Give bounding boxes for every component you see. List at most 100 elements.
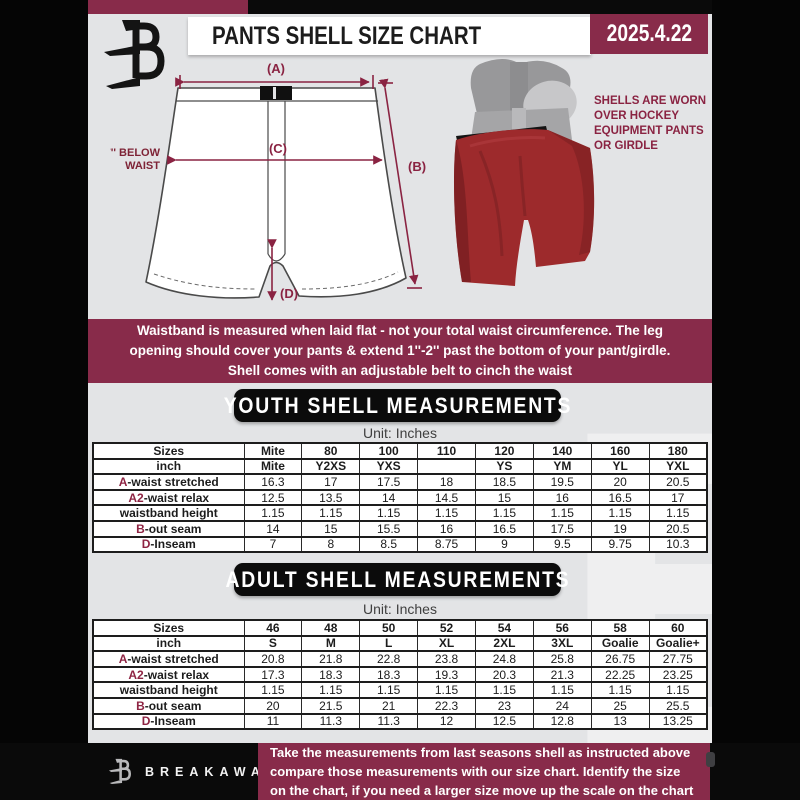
row-label-accent: A2 <box>128 490 144 505</box>
label-D: (D) <box>280 286 298 301</box>
table-cell: M <box>301 634 360 652</box>
text-line: SHELLS ARE WORN <box>594 95 707 107</box>
table-header-cell: 180 <box>648 442 707 459</box>
row-label: A-waist stretched <box>93 650 244 667</box>
table-header-cell: 50 <box>359 619 418 636</box>
table-cell: 23.8 <box>417 650 476 667</box>
table-cell: 13.5 <box>301 488 360 506</box>
table-cell: 1.15 <box>417 681 476 698</box>
table-cell: 17 <box>648 488 707 506</box>
table-header-cell: 48 <box>301 619 360 636</box>
table-header-cell: 140 <box>532 442 592 459</box>
table-cell: 16.5 <box>590 488 650 506</box>
table-cell: 23 <box>475 696 534 714</box>
table-cell: 1.15 <box>301 681 360 698</box>
table-header-cell: 46 <box>243 619 302 636</box>
table-cell: 1.15 <box>301 504 360 521</box>
table-header-cell: Sizes <box>93 619 244 636</box>
table-cell: 20.5 <box>648 473 707 490</box>
table-cell: 1.15 <box>359 681 418 698</box>
table-cell: YS <box>475 457 534 475</box>
table-cell: 18.5 <box>475 473 534 490</box>
table-cell: 9 <box>475 535 534 553</box>
row-label-accent: A <box>118 474 128 489</box>
table-row: A-waist stretched 20.8 21.8 22.8 23.8 24.8 25.… <box>93 650 707 667</box>
table-cell: 27.75 <box>648 650 707 667</box>
table-cell: 8.5 <box>359 535 418 553</box>
table-cell: 10.3 <box>648 535 707 553</box>
youth-size-table: Sizes Mite 80 100 110 120 140 160 180 inch Mite Y2X… <box>92 442 708 554</box>
label-C: (C) <box>269 141 287 156</box>
table-cell: YXL <box>648 457 707 475</box>
table-cell: 14 <box>359 488 418 506</box>
date-text: 2025.4.22 <box>606 20 692 47</box>
adult-section-banner: ADULT SHELL MEASUREMENTS <box>225 563 568 596</box>
table-header-cell: 120 <box>475 442 534 459</box>
table-cell: YM <box>532 457 592 475</box>
row-label-accent: B <box>136 521 145 536</box>
table-cell: 11.3 <box>359 712 418 730</box>
table-cell: 17.5 <box>359 473 418 490</box>
row-label: B-out seam <box>93 519 244 537</box>
table-header-cell: Sizes <box>93 442 244 459</box>
table-cell: 21.5 <box>301 696 360 714</box>
text-line: opening should cover your pants & extend… <box>129 343 671 358</box>
table-row: inch S M L XL 2XL 3XL Goalie Goalie+ <box>93 634 707 652</box>
table-cell: 18 <box>417 473 476 490</box>
row-label-accent: D <box>141 537 151 552</box>
youth-section-title: YOUTH SHELL MEASUREMENTS <box>223 392 572 418</box>
table-cell: 14.5 <box>417 488 476 506</box>
table-row: A2-waist relax 12.5 13.5 14 14.5 15 16 16.5 17 <box>93 488 707 506</box>
row-label: A2-waist relax <box>93 665 244 683</box>
page-title: PANTS SHELL SIZE CHART <box>212 21 482 50</box>
table-cell: L <box>359 634 418 652</box>
table-cell: 16 <box>417 519 476 537</box>
table-cell: 25.5 <box>648 696 707 714</box>
table-cell: 12.5 <box>243 488 302 506</box>
table-row: D-Inseam 7 8 8.5 8.75 9 9.5 9.75 10.3 <box>93 535 707 553</box>
table-cell: Mite <box>243 457 302 475</box>
table-header-row: Sizes 46 48 50 52 54 56 58 60 <box>93 619 707 636</box>
table-cell: 17.3 <box>243 665 302 683</box>
table-cell: 19.5 <box>532 473 592 490</box>
page-title-bar: PANTS SHELL SIZE CHART <box>188 17 591 55</box>
flyer-content-area: B PANTS SHELL SIZE CHART 2025.4.22 <box>88 0 712 800</box>
table-header-cell: 56 <box>532 619 592 636</box>
table-cell: 1.15 <box>532 681 592 698</box>
footer-brand: BREAKAWAY <box>106 743 279 800</box>
table-cell: 15 <box>301 519 360 537</box>
table-cell: 2XL <box>475 634 534 652</box>
row-label: inch <box>93 634 244 652</box>
table-cell: 21.8 <box>301 650 360 667</box>
table-cell: Goalie+ <box>648 634 707 652</box>
text-line: Waistband is measured when laid flat - n… <box>136 323 664 338</box>
table-cell: Y2XS <box>301 457 360 475</box>
table-row: waistband height 1.15 1.15 1.15 1.15 1.15 1.15… <box>93 504 707 521</box>
table-cell: 16.3 <box>243 473 302 490</box>
table-cell: 21.3 <box>532 665 592 683</box>
text-line: Shell comes with an adjustable belt to c… <box>227 363 573 378</box>
table-cell: 1.15 <box>590 681 650 698</box>
row-label: inch <box>93 457 244 475</box>
table-header-cell: 54 <box>475 619 534 636</box>
label-B: (B) <box>408 159 426 174</box>
date-badge: 2025.4.22 <box>590 14 708 54</box>
table-cell: 1.15 <box>648 681 707 698</box>
table-row: B-out seam 14 15 15.5 16 16.5 17.5 19 20.5 <box>93 519 707 537</box>
youth-unit-label: Unit: Inches <box>363 425 437 441</box>
table-cell: 24.8 <box>475 650 534 667</box>
table-cell: 1.15 <box>359 504 418 521</box>
table-cell: 18.3 <box>301 665 360 683</box>
table-cell: YXS <box>359 457 418 475</box>
table-cell <box>417 457 476 475</box>
table-cell: 12.8 <box>532 712 592 730</box>
table-header-row: Sizes Mite 80 100 110 120 140 160 180 <box>93 442 707 459</box>
table-cell: 20.8 <box>243 650 302 667</box>
table-cell: 1.15 <box>475 504 534 521</box>
table-row: A2-waist relax 17.3 18.3 18.3 19.3 20.3 21.3 22… <box>93 665 707 683</box>
footer-instructions: Take the measurements from last seasons … <box>258 743 710 800</box>
table-cell: 16 <box>532 488 592 506</box>
table-row: A-waist stretched 16.3 17 17.5 18 18.5 19.5 20 2… <box>93 473 707 490</box>
table-cell: 20.5 <box>648 519 707 537</box>
table-cell: YL <box>590 457 650 475</box>
